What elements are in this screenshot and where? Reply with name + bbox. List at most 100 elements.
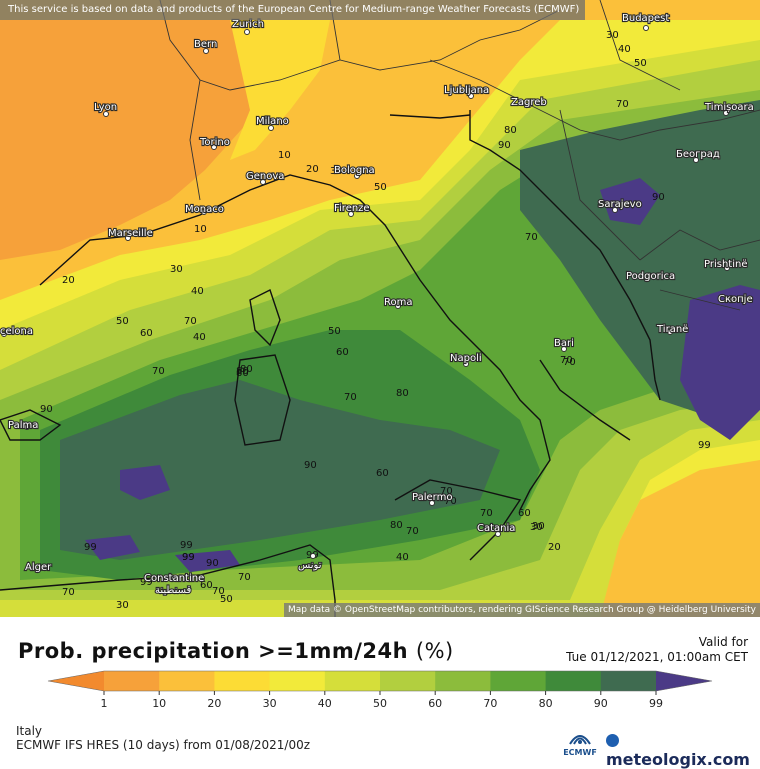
city-label[interactable]: Zagreb	[510, 96, 548, 109]
legend-swatch	[490, 671, 547, 691]
legend-tick-label: 90	[594, 697, 608, 710]
map-attribution[interactable]: Map data © OpenStreetMap contributors, r…	[284, 603, 760, 617]
city-label[interactable]: قسنطينة	[154, 584, 193, 597]
city-label[interactable]: Podgorica	[625, 270, 676, 283]
city-label[interactable]: Palma	[7, 419, 40, 432]
city-label[interactable]: Bologna	[333, 164, 376, 177]
contour-label: 70	[440, 486, 453, 497]
legend-tick-label: 70	[483, 697, 497, 710]
city-label[interactable]: Sarajevo	[597, 198, 643, 211]
city-label[interactable]: Tiranë	[655, 323, 690, 336]
city-label[interactable]: Milano	[255, 115, 290, 128]
city-label[interactable]: Prishtinë	[703, 258, 749, 271]
legend-arrow-right	[656, 671, 712, 691]
city-label[interactable]: Marseille	[107, 227, 154, 240]
contour-label: 90	[498, 140, 511, 151]
city-label[interactable]: Constantine	[143, 572, 205, 585]
contour-label: 80	[236, 368, 249, 379]
contour-label: 30	[170, 264, 183, 275]
city-label[interactable]: celona	[0, 325, 34, 338]
city-label[interactable]: Catania	[476, 522, 517, 535]
contour-label: 20	[62, 275, 75, 286]
legend-swatch	[159, 671, 215, 691]
contour-label: 70	[62, 587, 75, 598]
legend-swatch	[269, 671, 326, 691]
region-name: Italy	[16, 724, 43, 738]
contour-label: 70	[616, 99, 629, 110]
contour-label: 10	[278, 150, 291, 161]
contour-label: 70	[406, 526, 419, 537]
meteologix-icon	[606, 734, 619, 747]
city-label[interactable]: Palermo	[411, 491, 454, 504]
city-label[interactable]: Budapest	[621, 12, 671, 25]
city-label[interactable]: Bari	[553, 337, 575, 350]
city-label[interactable]: Monaco	[184, 203, 225, 216]
city-label[interactable]: Firenze	[333, 202, 371, 215]
contour-label: 90	[304, 460, 317, 471]
city-label[interactable]: Timișoara	[703, 101, 755, 114]
legend-tick-label: 40	[318, 697, 332, 710]
legend-swatch	[380, 671, 436, 691]
city-label[interactable]: Torino	[198, 136, 231, 149]
contour-label: 30	[330, 166, 343, 177]
contour-label: 70	[560, 355, 573, 366]
contour-label: 60	[140, 328, 153, 339]
contour-label: 30	[116, 600, 129, 611]
contour-label: 99	[698, 440, 711, 451]
model-run: ECMWF IFS HRES (10 days) from 01/08/2021…	[16, 738, 311, 752]
contour-label: 99	[182, 552, 195, 563]
ecmwf-service-notice: This service is based on data and produc…	[0, 0, 586, 20]
contour-label: 30	[532, 521, 545, 532]
city-label[interactable]: تونس	[297, 559, 323, 572]
contour-label: 60	[518, 508, 531, 519]
contour-label: 40	[193, 332, 206, 343]
legend-tick-label: 20	[207, 697, 221, 710]
city-label[interactable]: Zurich	[231, 18, 265, 31]
contour-label: 40	[191, 286, 204, 297]
contour-label: 50	[634, 58, 647, 69]
contour-label: 70	[184, 316, 197, 327]
contour-label: 90	[652, 192, 665, 203]
legend-swatch	[214, 671, 271, 691]
city-label[interactable]: Alger	[24, 561, 53, 574]
city-label[interactable]: Скопје	[717, 292, 754, 306]
contour-label: 50	[328, 326, 341, 337]
valid-label: Valid for	[698, 635, 748, 649]
contour-label: 90	[206, 558, 219, 569]
legend-tick-label: 1	[101, 697, 108, 710]
contour-label: 80	[390, 520, 403, 531]
chart-title: Prob. precipitation >=1mm/24h (%)	[18, 639, 454, 663]
legend-swatch	[435, 671, 491, 691]
contour-label: 99	[180, 540, 193, 551]
city-label[interactable]: Београд	[675, 148, 721, 161]
contour-label: 50	[220, 594, 233, 605]
contour-label: 70	[238, 572, 251, 583]
city-label[interactable]: Genova	[245, 170, 286, 183]
ecmwf-logo-text: ECMWF	[563, 748, 597, 757]
contour-label: 20	[548, 542, 561, 553]
precipitation-map[interactable]: 30 40 50 90 70 80 70 10 20 30 50 10 70 9…	[0, 0, 760, 617]
city-label[interactable]: Napoli	[449, 352, 483, 365]
legend-ticks: 1 10 20 30 40 50 60 70 80 90 99	[101, 691, 663, 710]
city-label[interactable]: Bern	[193, 38, 218, 51]
ecmwf-logo-icon	[569, 735, 591, 745]
contour-label: 99	[84, 542, 97, 553]
contour-label: 50	[116, 316, 129, 327]
legend-tick-label: 99	[649, 697, 663, 710]
legend-tick-label: 60	[428, 697, 442, 710]
meteologix-logo[interactable]: meteologix.com	[606, 731, 760, 769]
city-label[interactable]: Ljubljana	[443, 84, 490, 97]
contour-label: 70	[480, 508, 493, 519]
legend-tick-label: 80	[539, 697, 553, 710]
contour-label: 30	[530, 522, 543, 533]
contour-label: 30	[606, 30, 619, 41]
contour-label: 40	[618, 44, 631, 55]
contour-label: 90	[40, 404, 53, 415]
ecmwf-logo[interactable]: ECMWF	[562, 728, 598, 757]
contour-label: 80	[504, 125, 517, 136]
legend-swatch	[600, 671, 657, 691]
contour-label: 80	[236, 366, 249, 377]
city-label[interactable]: Roma	[383, 296, 414, 309]
city-label[interactable]: Lyon	[93, 101, 118, 114]
title-text: Prob. precipitation >=1mm/24h	[18, 639, 409, 663]
